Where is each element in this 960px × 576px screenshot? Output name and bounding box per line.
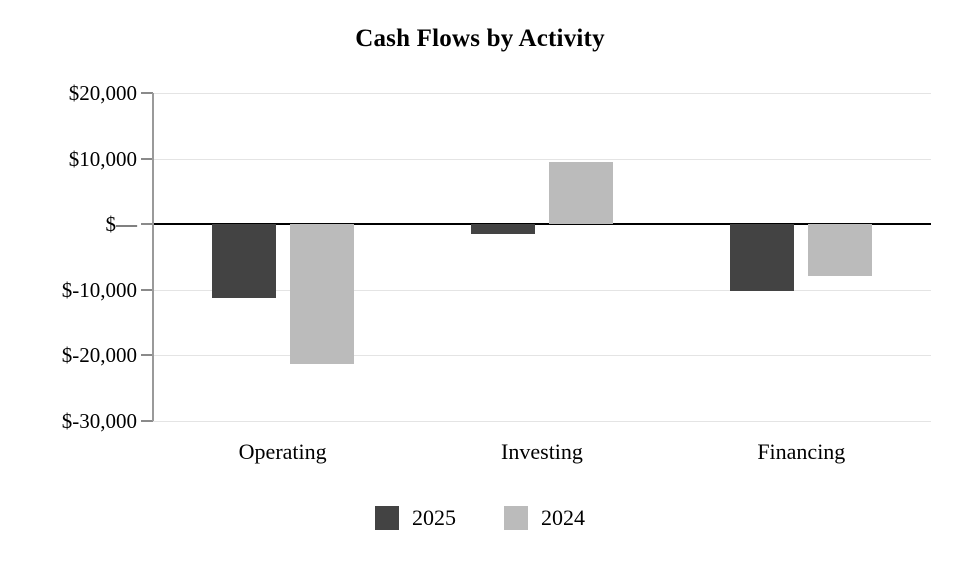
- plot-area: [153, 93, 931, 422]
- bar-2025-financing: [730, 224, 795, 292]
- y-axis-tick-label: $—: [105, 212, 138, 236]
- legend-label-2025: 2025: [412, 505, 456, 530]
- gridline: [153, 158, 931, 160]
- gridline: [153, 355, 931, 356]
- legend: 2025 2024: [0, 506, 960, 530]
- chart-title: Cash Flows by Activity: [355, 25, 605, 52]
- y-axis-line: [152, 93, 154, 421]
- y-axis-tick: [141, 223, 153, 225]
- y-axis-tick: [141, 354, 153, 356]
- bar-2024-investing: [549, 161, 613, 224]
- y-axis-tick: [141, 419, 153, 422]
- legend-swatch-2025: [375, 506, 399, 530]
- bar-2024-financing: [808, 224, 873, 277]
- legend-label-2024: 2024: [541, 505, 585, 530]
- legend-swatch-2024: [504, 506, 528, 530]
- y-axis-tick-label: $10,000: [68, 146, 137, 171]
- y-axis-tick-label: $-20,000: [61, 343, 137, 367]
- category-label-financing: Financing: [757, 439, 846, 464]
- y-axis-tick-label: $-10,000: [61, 277, 137, 302]
- y-axis-tick: [141, 157, 153, 160]
- y-axis-tick: [141, 92, 153, 94]
- zero-line: [153, 223, 931, 225]
- y-axis-tick-label: $-30,000: [61, 408, 137, 433]
- category-label-operating: Operating: [238, 439, 327, 464]
- bar-2024-operating: [289, 224, 354, 364]
- y-axis-tick-label: $20,000: [68, 81, 137, 105]
- legend-item-2024: 2024: [504, 506, 585, 530]
- gridline: [153, 420, 931, 422]
- y-axis-tick: [141, 288, 153, 291]
- gridline: [153, 289, 931, 291]
- bar-2025-operating: [211, 224, 276, 298]
- bar-2025-investing: [471, 224, 535, 235]
- category-label-investing: Investing: [501, 439, 583, 464]
- legend-item-2025: 2025: [375, 506, 456, 530]
- gridline: [153, 93, 931, 94]
